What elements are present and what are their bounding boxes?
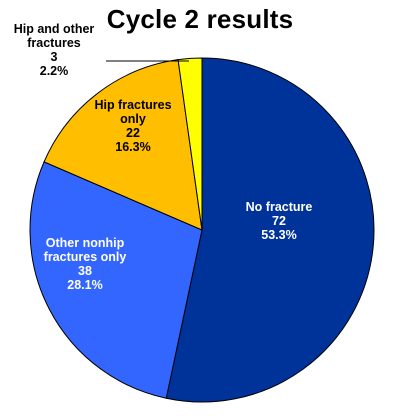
slice-count-3: 3: [51, 50, 58, 64]
slice-percent-2: 16.3%: [115, 140, 150, 154]
pie-slice-0: [165, 57, 375, 403]
slice-label-1: fractures only: [44, 250, 127, 264]
pie-slice-2: [43, 59, 203, 231]
pie-slice-1: [29, 161, 203, 399]
slice-percent-0: 53.3%: [261, 228, 296, 242]
slice-label-2: Hip fractures: [94, 98, 171, 112]
slice-count-2: 22: [126, 126, 140, 140]
slice-percent-1: 28.1%: [67, 278, 102, 292]
pie-slice-3: [177, 57, 203, 231]
slice-percent-3: 2.2%: [40, 64, 69, 78]
slice-count-0: 72: [272, 214, 286, 228]
slice-count-1: 38: [78, 264, 92, 278]
chart-title: Cycle 2 results: [106, 4, 294, 34]
slice-label-0: No fracture: [246, 200, 313, 214]
slice-label-3: fractures: [27, 36, 81, 50]
slice-label-1: Other nonhip: [46, 236, 125, 250]
slice-label-3: Hip and other: [14, 22, 95, 36]
slice-label-2: only: [120, 112, 146, 126]
